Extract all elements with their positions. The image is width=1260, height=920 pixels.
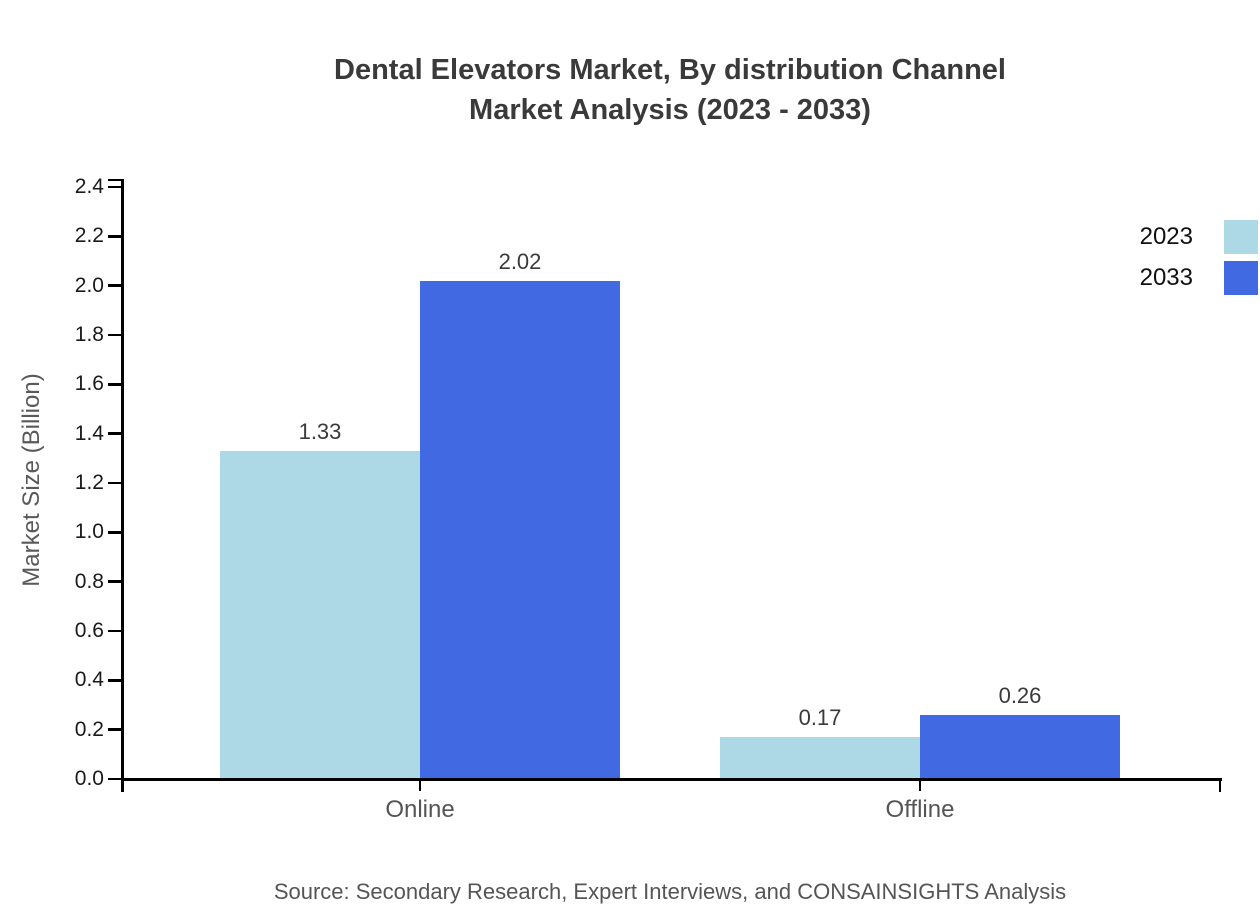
y-tick (108, 531, 122, 534)
y-tick-label: 2.4 (74, 175, 104, 198)
x-axis-spine (120, 777, 1222, 781)
y-tick-label: 0.2 (74, 717, 104, 741)
bar-value-label: 2.02 (498, 248, 542, 274)
bar-offline-2023 (720, 737, 920, 779)
bar-value-label: 0.26 (998, 682, 1042, 708)
y-tick-label: 1.0 (74, 520, 104, 544)
y-tick-label: 1.4 (74, 421, 104, 445)
y-tick (108, 679, 122, 682)
y-tick (108, 432, 122, 435)
y-tick (108, 185, 122, 189)
y-tick (108, 580, 122, 583)
legend-swatch (1224, 261, 1258, 295)
y-tick (108, 728, 122, 731)
legend-item-2023: 2023 (1100, 220, 1258, 254)
y-tick (108, 777, 122, 781)
legend-item-2033: 2033 (1100, 261, 1258, 295)
chart-title: Dental Elevators Market, By distribution… (90, 50, 1250, 130)
x-axis-end-cap (1218, 779, 1222, 792)
y-tick-label: 1.6 (74, 372, 104, 396)
y-tick (108, 235, 122, 238)
y-tick-label: 2.2 (74, 224, 104, 248)
y-tick-label: 1.8 (74, 323, 104, 346)
y-tick (108, 629, 122, 633)
category-label-online: Online (385, 796, 455, 823)
x-tick (418, 779, 422, 791)
y-tick-label: 0.6 (74, 619, 104, 642)
y-tick (108, 383, 122, 386)
source-note: Source: Secondary Research, Expert Inter… (273, 879, 1067, 904)
bar-online-2033 (420, 280, 620, 779)
y-axis-top-cap (108, 178, 122, 182)
y-tick-label: 2.0 (74, 273, 104, 297)
legend-swatch (1224, 220, 1258, 254)
y-tick-label: 0.0 (74, 767, 104, 790)
y-tick (108, 333, 122, 337)
y-tick-label: 1.2 (74, 471, 104, 494)
bar-online-2023 (220, 450, 420, 779)
chart-title-line2: Market Analysis (2023 - 2033) (469, 94, 871, 126)
y-axis-title: Market Size (Billion) (18, 373, 45, 587)
y-tick (108, 284, 122, 287)
y-tick-label: 0.8 (74, 569, 104, 593)
legend-label: 2033 (1139, 264, 1193, 291)
x-tick (918, 779, 922, 791)
bar-value-label: 1.33 (298, 418, 342, 444)
chart-title-line1: Dental Elevators Market, By distribution… (334, 54, 1006, 86)
y-tick (108, 481, 122, 485)
bar-value-label: 0.17 (798, 705, 842, 731)
y-tick-label: 0.4 (74, 668, 104, 692)
category-label-offline: Offline (885, 796, 955, 823)
legend: 2023 2033 (1100, 220, 1258, 302)
bar-offline-2033 (920, 714, 1120, 779)
y-axis-spine (120, 179, 124, 792)
legend-label: 2023 (1139, 223, 1193, 250)
